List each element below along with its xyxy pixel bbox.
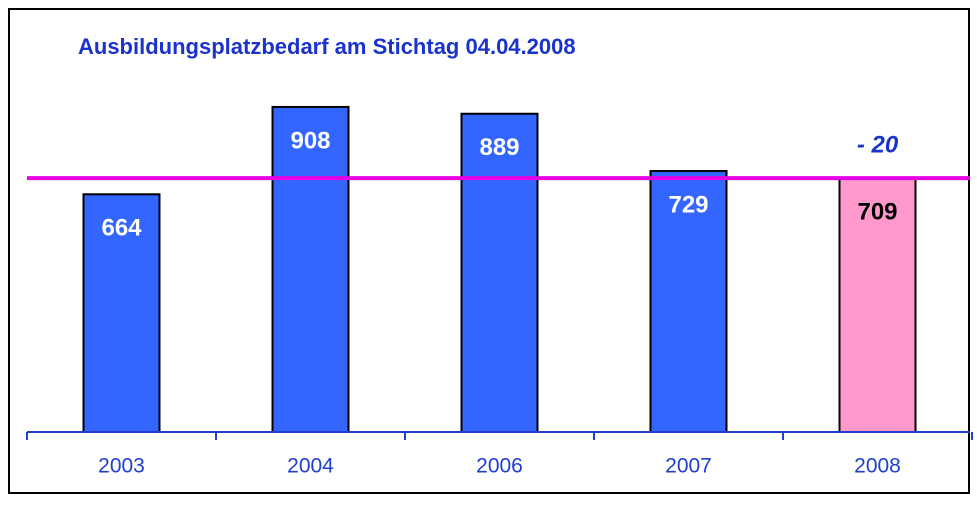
annotation: - 20: [857, 131, 899, 158]
value-label: 709: [857, 199, 897, 226]
bar: [460, 112, 539, 433]
x-tick-label: 2003: [98, 455, 145, 478]
bar: [271, 105, 350, 433]
bar: [838, 177, 917, 433]
value-label: 908: [290, 127, 330, 154]
x-tick-label: 2007: [665, 455, 712, 478]
value-label: 889: [479, 134, 519, 161]
x-tick-label: 2008: [854, 455, 901, 478]
x-tick-label: 2004: [287, 455, 334, 478]
chart-title: Ausbildungsplatzbedarf am Stichtag 04.04…: [78, 34, 576, 59]
x-tick-label: 2006: [476, 455, 523, 478]
value-label: 729: [668, 191, 708, 218]
bar: [82, 193, 161, 433]
bar: [649, 170, 728, 433]
value-label: 664: [101, 215, 142, 242]
